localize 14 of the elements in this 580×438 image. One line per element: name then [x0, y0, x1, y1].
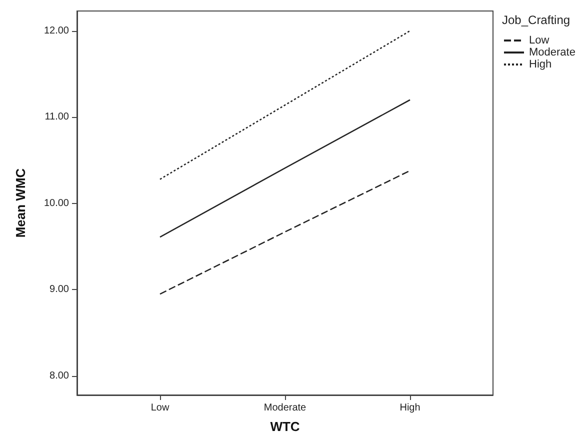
y-axis-title: Mean WMC — [13, 168, 28, 238]
legend-label: Low — [529, 34, 550, 46]
y-tick-label: 9.00 — [50, 284, 70, 296]
x-tick-label: High — [400, 402, 420, 414]
y-tick-label: 11.00 — [44, 112, 70, 123]
legend-title: Job_Crafting — [502, 13, 570, 27]
x-tick-label: Low — [150, 402, 170, 414]
legend-label: Moderate — [529, 46, 576, 58]
y-tick-label: 8.00 — [50, 370, 70, 382]
x-axis-title: WTC — [270, 419, 300, 434]
y-tick-label: 10.00 — [44, 198, 70, 209]
legend-label: High — [529, 58, 552, 70]
y-tick-label: 12.00 — [44, 25, 70, 36]
x-tick-label: Moderate — [264, 402, 307, 414]
